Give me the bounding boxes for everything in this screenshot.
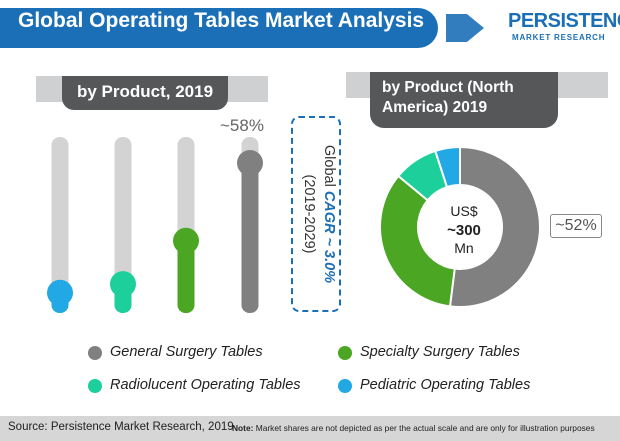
disclaimer-label: Note:: [232, 423, 254, 433]
footer-bar: [0, 416, 620, 441]
legend-label: General Surgery Tables: [110, 344, 263, 360]
donut-chart: [379, 145, 541, 308]
donut-hole: [419, 186, 501, 268]
bar-knob: [237, 150, 263, 176]
cagr-prefix: Global: [321, 144, 337, 191]
legend-label: Pediatric Operating Tables: [360, 377, 531, 393]
bar-track: [114, 137, 132, 313]
cagr-callout-box: [291, 116, 341, 312]
disclaimer-text: Market shares are not depicted as per th…: [253, 423, 595, 433]
bar-fill: [177, 240, 195, 313]
bar-fill: [241, 163, 259, 313]
title-banner: [0, 8, 438, 48]
cagr-highlight: CAGR ~ 3.0%: [321, 190, 337, 284]
left-panel-heading: by Product, 2019: [76, 82, 214, 101]
donut-center-value: ~300: [447, 222, 481, 239]
legend-swatch: [88, 346, 102, 360]
logo-wordmark: PERSISTENCE: [508, 10, 620, 32]
right-panel-header-tab: [370, 72, 558, 128]
brand-logo: PERSISTENCE MARKET RESEARCH: [508, 10, 620, 46]
right-panel-heading: by Product (North America) 2019: [382, 79, 514, 116]
donut-center-unit: Mn: [454, 240, 473, 256]
disclaimer-note: Note: Market shares are not depicted as …: [232, 423, 595, 433]
bar-chart: [47, 137, 263, 313]
donut-slice: [379, 174, 456, 308]
bar-value-label: ~58%: [220, 116, 264, 135]
legend-swatch: [338, 346, 352, 360]
cagr-line-1: Global CAGR ~ 3.0%: [319, 116, 339, 312]
donut-slice: [434, 145, 461, 189]
legend-swatch: [88, 379, 102, 393]
left-panel-header-tab: [62, 76, 228, 110]
cagr-callout-text: Global CAGR ~ 3.0% (2019-2029): [293, 116, 339, 312]
bar-track: [51, 137, 69, 313]
source-note: Source: Persistence Market Research, 201…: [8, 421, 234, 433]
donut-slice: [448, 145, 541, 308]
donut-value-label: ~52%: [550, 214, 602, 238]
logo-tagline: MARKET RESEARCH: [512, 33, 606, 42]
legend-swatch: [338, 379, 352, 393]
cagr-period: (2019-2029): [301, 174, 317, 254]
legend-label: Specialty Surgery Tables: [360, 344, 520, 360]
legend-label: Radiolucent Operating Tables: [110, 377, 301, 393]
bar-knob: [173, 227, 199, 254]
bar-knob: [110, 271, 136, 298]
donut-center-currency: US$: [450, 203, 477, 219]
bar-knob: [47, 279, 73, 306]
page-title: Global Operating Tables Market Analysis: [18, 9, 425, 32]
